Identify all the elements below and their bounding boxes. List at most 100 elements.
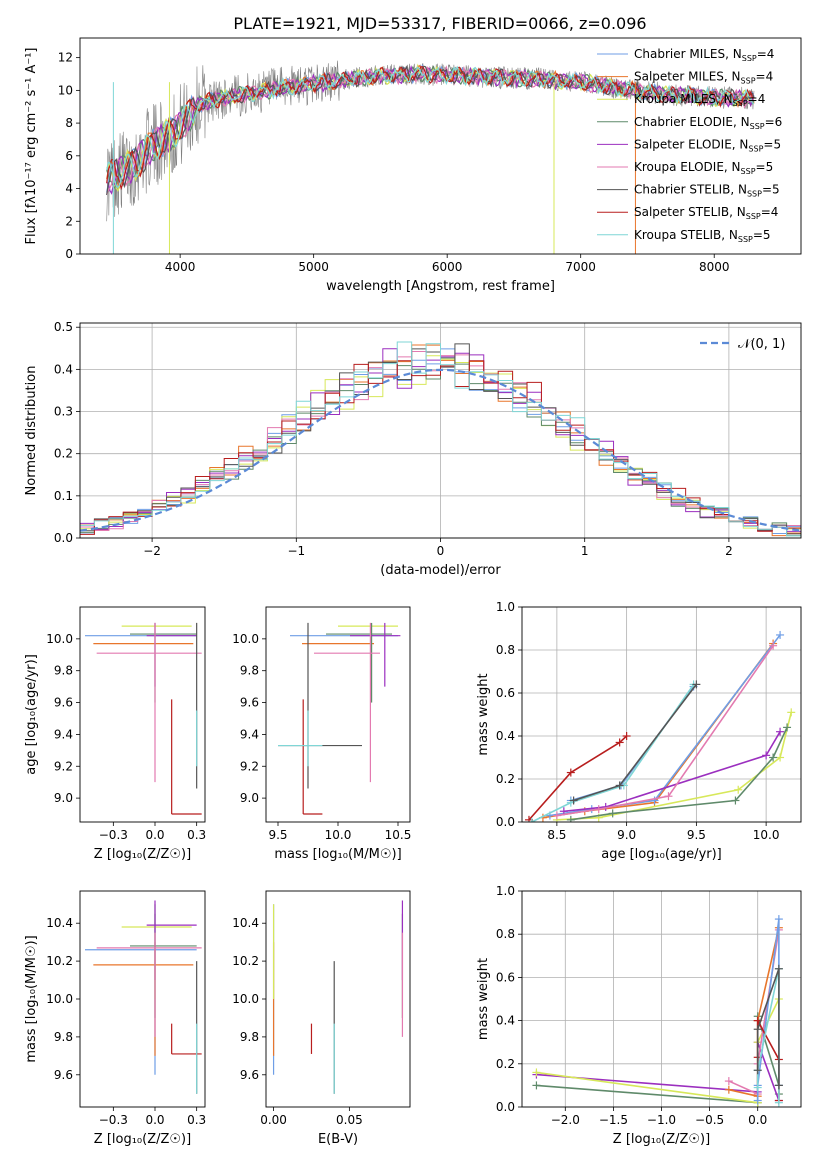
y-tick-label: 0.8 xyxy=(496,927,515,941)
x-axis-label: age [log₁₀(age/yr)] xyxy=(601,847,722,862)
model-spectrum xyxy=(106,65,755,189)
x-tick-label: 0.3 xyxy=(187,1113,206,1127)
y-tick-label: 0.3 xyxy=(54,405,73,419)
y-tick-label: 9.6 xyxy=(54,696,73,710)
y-axis-label: Flux [fλ10⁻¹⁷ erg cm⁻² s⁻¹ A⁻¹] xyxy=(24,48,39,245)
x-tick-label: 10.0 xyxy=(753,828,780,842)
y-tick-label: 10.0 xyxy=(46,992,73,1006)
plot-area xyxy=(85,622,202,815)
x-tick-label: −2.0 xyxy=(551,1113,580,1127)
x-tick-label: 0 xyxy=(437,544,445,558)
axes-frame xyxy=(79,606,206,823)
y-tick-label: 0 xyxy=(65,247,73,261)
legend-label: Salpeter STELIB, NSSP=4 xyxy=(634,205,778,221)
mass-weight-line xyxy=(563,731,781,813)
y-tick-label: 8 xyxy=(65,116,73,130)
mass-weight-line xyxy=(728,927,780,1098)
plot-area xyxy=(80,341,801,537)
figure-title: PLATE=1921, MJD=53317, FIBERID=0066, z=0… xyxy=(233,14,646,33)
plot-area xyxy=(272,900,404,1094)
axes-frame xyxy=(521,890,802,1108)
plot-area xyxy=(278,622,401,815)
y-tick-label: 0.4 xyxy=(496,1014,515,1028)
gaussian-curve xyxy=(80,368,801,532)
plot-area xyxy=(106,60,755,254)
y-tick-label: 10.0 xyxy=(232,632,259,646)
y-tick-label: 0.4 xyxy=(54,362,73,376)
axes-frame xyxy=(79,322,802,539)
plot-area xyxy=(524,630,796,822)
axes-frame xyxy=(265,606,411,823)
y-tick-label: 9.2 xyxy=(54,759,73,773)
x-tick-label: 6000 xyxy=(432,260,463,274)
x-tick-label: 0.05 xyxy=(336,1113,363,1127)
x-tick-label: −1 xyxy=(287,544,305,558)
y-tick-label: 0.2 xyxy=(496,1057,515,1071)
y-tick-label: 9.6 xyxy=(240,1068,259,1082)
y-tick-label: 2 xyxy=(65,214,73,228)
x-tick-label: −1.0 xyxy=(647,1113,676,1127)
x-tick-label: 9.0 xyxy=(617,828,636,842)
x-tick-label: 0.00 xyxy=(260,1113,287,1127)
y-tick-label: 9.4 xyxy=(240,727,259,741)
legend-label: Chabrier STELIB, NSSP=5 xyxy=(634,183,780,199)
axes-frame xyxy=(79,890,206,1108)
y-axis-label: Normed distribution xyxy=(24,366,39,496)
y-tick-label: 0.1 xyxy=(54,489,73,503)
y-tick-label: 0.6 xyxy=(496,970,515,984)
legend-label: Salpeter ELODIE, NSSP=5 xyxy=(634,137,781,153)
y-tick-label: 10.2 xyxy=(46,954,73,968)
x-axis-label: mass [log₁₀(M/M☉)] xyxy=(274,847,401,862)
y-tick-label: 0.0 xyxy=(496,1100,515,1114)
x-tick-label: 4000 xyxy=(165,260,196,274)
y-tick-label: 10.4 xyxy=(46,916,73,930)
y-tick-label: 0.4 xyxy=(496,729,515,743)
x-axis-label: (data-model)/error xyxy=(380,563,501,578)
panel-age_vs_Z: −0.3 0.0 0.3 9.0 9.2 9.4 9.6 9.8 10.0 Z [log₁₀(Z/… xyxy=(24,606,206,862)
y-tick-label: 0.0 xyxy=(54,531,73,545)
x-tick-label: 5000 xyxy=(298,260,329,274)
mass-weight-line xyxy=(756,968,780,1086)
panel-spectrum: 4000 5000 6000 7000 8000 0 2 4 6 8 10 12 wavelength … xyxy=(24,37,802,294)
x-tick-label: 2 xyxy=(725,544,733,558)
x-axis-label: E(B-V) xyxy=(318,1132,358,1147)
panel-age_vs_mass: 9.5 10.0 10.5 9.0 9.2 9.4 9.6 9.8 10.0 mass [log₁… xyxy=(232,606,412,862)
y-tick-label: 0.2 xyxy=(496,772,515,786)
x-tick-label: −1.5 xyxy=(599,1113,628,1127)
y-tick-label: 9.8 xyxy=(54,1030,73,1044)
x-tick-label: 9.5 xyxy=(687,828,706,842)
y-tick-label: 1.0 xyxy=(496,884,515,898)
y-tick-label: 10.2 xyxy=(232,954,259,968)
y-tick-label: 0.6 xyxy=(496,686,515,700)
x-tick-label: 10.5 xyxy=(385,828,412,842)
x-tick-label: 8000 xyxy=(699,260,730,274)
panel-massweight_vs_Z: −2.0 −1.5 −1.0 −0.5 0.0 0.0 0.2 0.4 0.6 0.8 1.0 Z [… xyxy=(476,884,802,1147)
y-axis-label: mass [log₁₀(M/M☉)] xyxy=(24,935,39,1062)
x-tick-label: 0.0 xyxy=(145,1113,164,1127)
panel-mass_vs_Z: −0.3 0.0 0.3 9.6 9.8 10.0 10.2 10.4 Z [log₁₀(Z/Z… xyxy=(24,890,206,1147)
mass-weight-line xyxy=(570,686,695,802)
y-tick-label: 10.4 xyxy=(232,916,259,930)
legend-label: Chabrier ELODIE, NSSP=6 xyxy=(634,115,782,131)
x-tick-label: −2 xyxy=(143,544,161,558)
y-tick-label: 12 xyxy=(58,51,73,65)
legend-label: 𝒩(0, 1) xyxy=(738,337,785,352)
y-tick-label: 0.0 xyxy=(496,815,515,829)
x-axis-label: Z [log₁₀(Z/Z☉)] xyxy=(613,1132,710,1147)
mass-weight-line xyxy=(528,735,628,821)
legend: Chabrier MILES, NSSP=4 Salpeter MILES, NS… xyxy=(597,47,782,244)
x-axis-label: Z [log₁₀(Z/Z☉)] xyxy=(94,1132,191,1147)
x-axis-label: wavelength [Angstrom, rest frame] xyxy=(326,279,555,294)
x-tick-label: −0.3 xyxy=(99,828,128,842)
y-axis-label: age [log₁₀(age/yr)] xyxy=(24,654,39,775)
panel-mass_vs_EBV: 0.00 0.05 9.6 9.8 10.0 10.2 10.4 E(B-V) xyxy=(232,890,411,1147)
y-tick-label: 9.0 xyxy=(240,791,259,805)
axes-frame xyxy=(79,37,802,255)
x-tick-label: −0.5 xyxy=(695,1113,724,1127)
x-tick-label: 0.3 xyxy=(187,828,206,842)
panel-massweight_vs_age: 8.5 9.0 9.5 10.0 0.0 0.2 0.4 0.6 0.8 1.0 age [log₁… xyxy=(476,600,802,862)
legend-label: Kroupa STELIB, NSSP=5 xyxy=(634,228,771,244)
legend-label: Salpeter MILES, NSSP=4 xyxy=(634,70,773,86)
y-tick-label: 4 xyxy=(65,182,73,196)
mass-weight-line xyxy=(728,929,780,1096)
